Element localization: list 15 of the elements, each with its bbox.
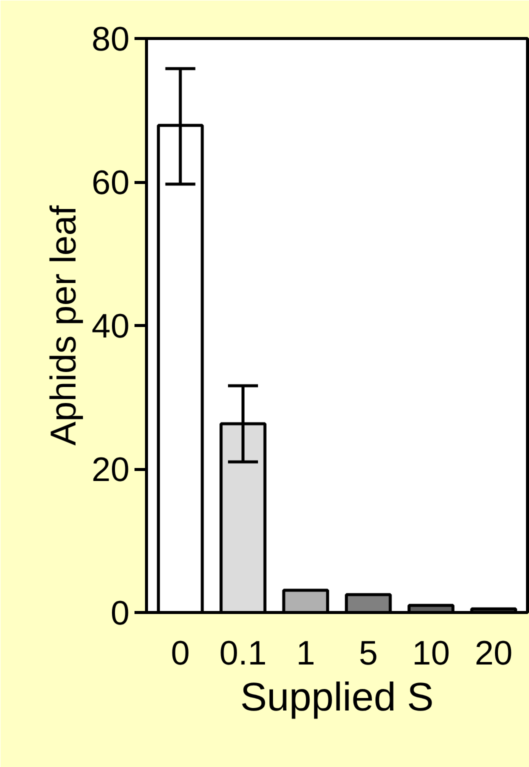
x-axis-title: Supplied S bbox=[240, 676, 434, 720]
y-tick-label: 40 bbox=[92, 308, 130, 346]
x-tick-label: 10 bbox=[412, 634, 450, 672]
y-tick-label: 60 bbox=[92, 164, 130, 202]
y-tick-label: 20 bbox=[92, 451, 130, 489]
y-tick-label: 80 bbox=[92, 20, 130, 58]
x-tick-label: 0.1 bbox=[219, 634, 267, 672]
bar bbox=[282, 588, 330, 612]
x-tick-label: 1 bbox=[296, 634, 316, 672]
x-tick-label: 5 bbox=[358, 634, 378, 672]
x-tick-label: 0 bbox=[170, 634, 190, 672]
y-axis-title: Aphids per leaf bbox=[42, 204, 84, 446]
bar bbox=[344, 593, 392, 612]
x-tick-label: 20 bbox=[474, 634, 513, 672]
y-tick-label: 0 bbox=[110, 594, 130, 632]
